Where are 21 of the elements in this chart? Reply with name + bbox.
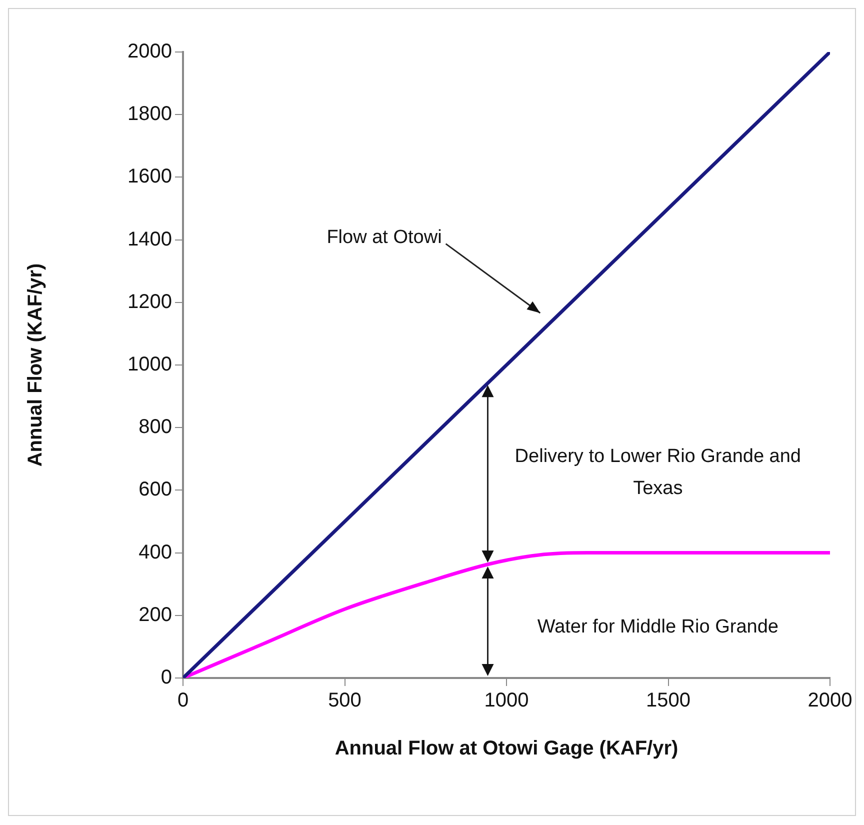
y-tick-label: 1400 [128, 228, 172, 250]
y-tick-label: 1800 [128, 103, 172, 126]
y-tick-label: 200 [138, 604, 172, 626]
y-tick-label: 800 [138, 416, 172, 438]
annotation: Water for Middle Rio Grande [537, 616, 778, 638]
x-tick-label: 1000 [484, 690, 529, 712]
y-tick-label: 1200 [128, 290, 172, 313]
x-axis-title: Annual Flow at Otowi Gage (KAF/yr) [334, 738, 678, 760]
x-tick-label: 500 [328, 690, 362, 712]
x-tick-label: 0 [177, 690, 189, 712]
y-tick-label: 0 [160, 666, 172, 689]
x-tick-label: 2000 [808, 690, 852, 712]
y-tick-label: 600 [138, 478, 172, 501]
x-tick-label: 1500 [646, 690, 690, 712]
y-tick-label: 1000 [128, 354, 172, 376]
annotation: Delivery to Lower Rio Grande and Texas [514, 446, 801, 499]
y-axis-title: Annual Flow (KAF/yr) [24, 263, 47, 467]
y-tick-label: 1600 [128, 166, 172, 188]
y-tick-label: 400 [138, 541, 172, 564]
y-tick-label: 2000 [128, 40, 172, 63]
annotation: Flow at Otowi [326, 227, 442, 248]
